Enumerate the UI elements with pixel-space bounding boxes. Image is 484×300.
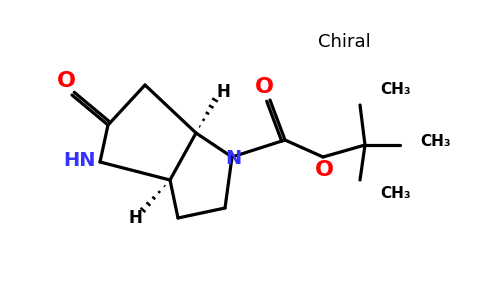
Text: O: O bbox=[315, 160, 333, 180]
Text: HN: HN bbox=[63, 152, 96, 170]
Text: CH₃: CH₃ bbox=[380, 185, 410, 200]
Text: CH₃: CH₃ bbox=[380, 82, 410, 98]
Text: H: H bbox=[128, 209, 142, 227]
Text: O: O bbox=[57, 71, 76, 91]
Text: O: O bbox=[255, 77, 273, 97]
Text: Chiral: Chiral bbox=[318, 33, 371, 51]
Text: N: N bbox=[225, 148, 241, 167]
Text: CH₃: CH₃ bbox=[420, 134, 451, 149]
Text: H: H bbox=[216, 83, 230, 101]
